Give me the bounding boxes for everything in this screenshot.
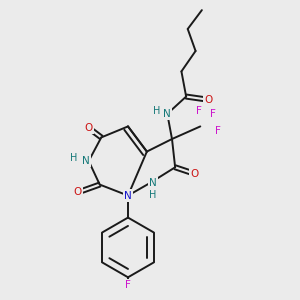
Text: N: N [149,178,157,188]
Text: H: H [149,190,157,200]
Text: O: O [204,95,212,105]
Text: O: O [85,123,93,133]
Text: H: H [153,106,160,116]
Text: F: F [125,280,131,290]
Text: N: N [124,190,132,201]
Text: O: O [74,188,82,197]
Text: N: N [82,156,89,166]
Text: F: F [196,106,202,116]
Text: F: F [214,126,220,136]
Text: H: H [70,153,77,163]
Text: F: F [210,110,216,119]
Text: N: N [164,109,171,119]
Text: O: O [190,169,198,178]
